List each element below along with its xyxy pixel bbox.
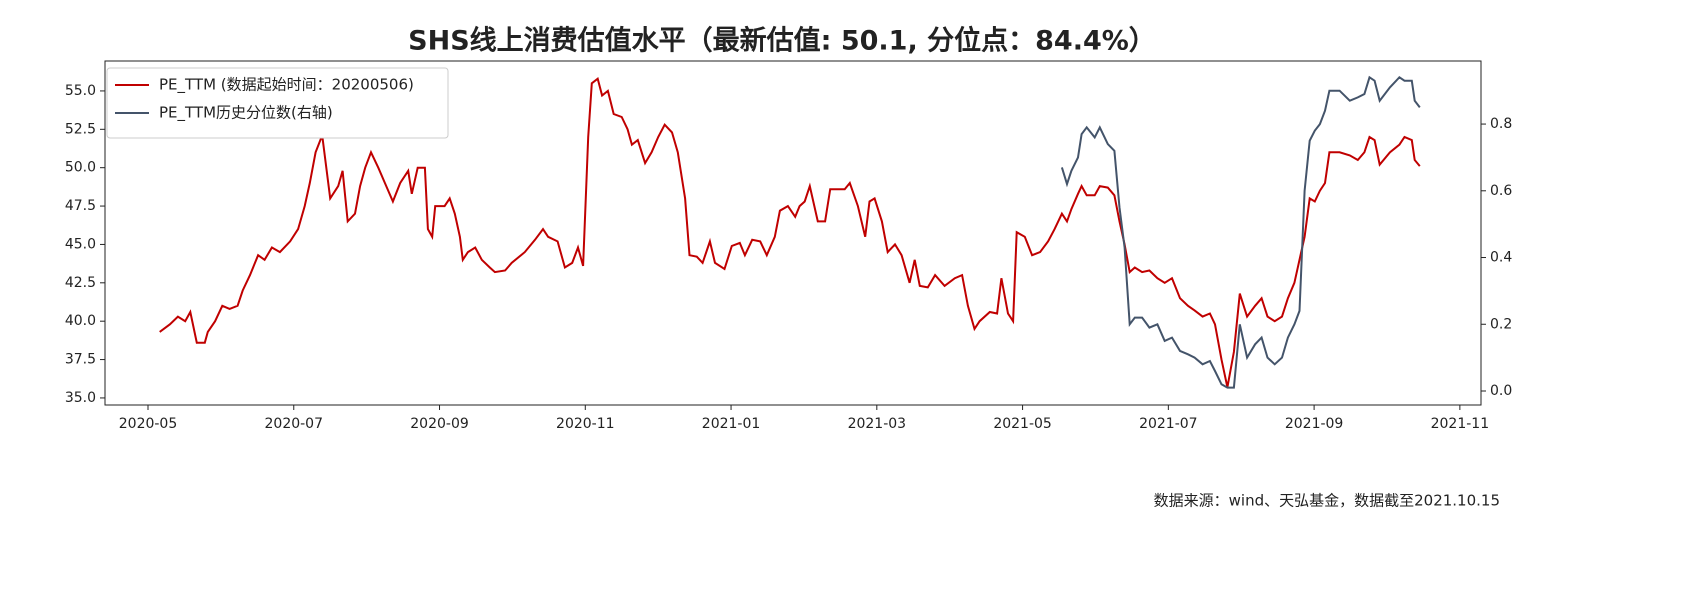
x-tick-label: 2020-09 (410, 416, 469, 432)
x-tick-label: 2020-07 (265, 416, 324, 432)
y2-tick-label: 0.6 (1490, 183, 1512, 199)
series-line (1060, 75, 1421, 389)
y2-tick-label: 0.4 (1490, 250, 1512, 266)
x-tick-label: 2021-03 (848, 416, 907, 432)
x-tick-label: 2021-09 (1285, 416, 1344, 432)
x-tick-label: 2020-11 (556, 416, 615, 432)
plot-frame (104, 60, 1482, 406)
x-tick-label: 2021-05 (993, 416, 1052, 432)
x-tick-label: 2021-11 (1431, 416, 1490, 432)
y-tick-label: 47.5 (65, 198, 96, 214)
y-tick-label: 37.5 (65, 352, 96, 368)
y-tick-label: 35.0 (65, 390, 96, 406)
legend-box (106, 67, 449, 139)
legend-label: PE_TTM历史分位数(右轴) (159, 104, 333, 123)
x-tick-label: 2020-05 (119, 416, 178, 432)
chart-title: SHS线上消费估值水平（最新估值: 50.1, 分位点：84.4%） (408, 25, 1156, 57)
series-line (159, 76, 1421, 388)
y2-tick-label: 0.2 (1490, 316, 1512, 332)
y-tick-label: 52.5 (65, 121, 96, 137)
legend-label: PE_TTM (数据起始时间：20200506) (159, 76, 414, 95)
y-tick-label: 50.0 (65, 160, 96, 176)
y-tick-label: 55.0 (65, 83, 96, 99)
x-tick-label: 2021-07 (1139, 416, 1198, 432)
y-tick-label: 45.0 (65, 236, 96, 252)
x-tick-label: 2021-01 (702, 416, 761, 432)
y-tick-label: 40.0 (65, 313, 96, 329)
y2-tick-label: 0.0 (1490, 383, 1512, 399)
source-note: 数据来源：wind、天弘基金，数据截至2021.10.15 (1154, 492, 1500, 510)
y-tick-label: 42.5 (65, 275, 96, 291)
y2-tick-label: 0.8 (1490, 116, 1512, 132)
